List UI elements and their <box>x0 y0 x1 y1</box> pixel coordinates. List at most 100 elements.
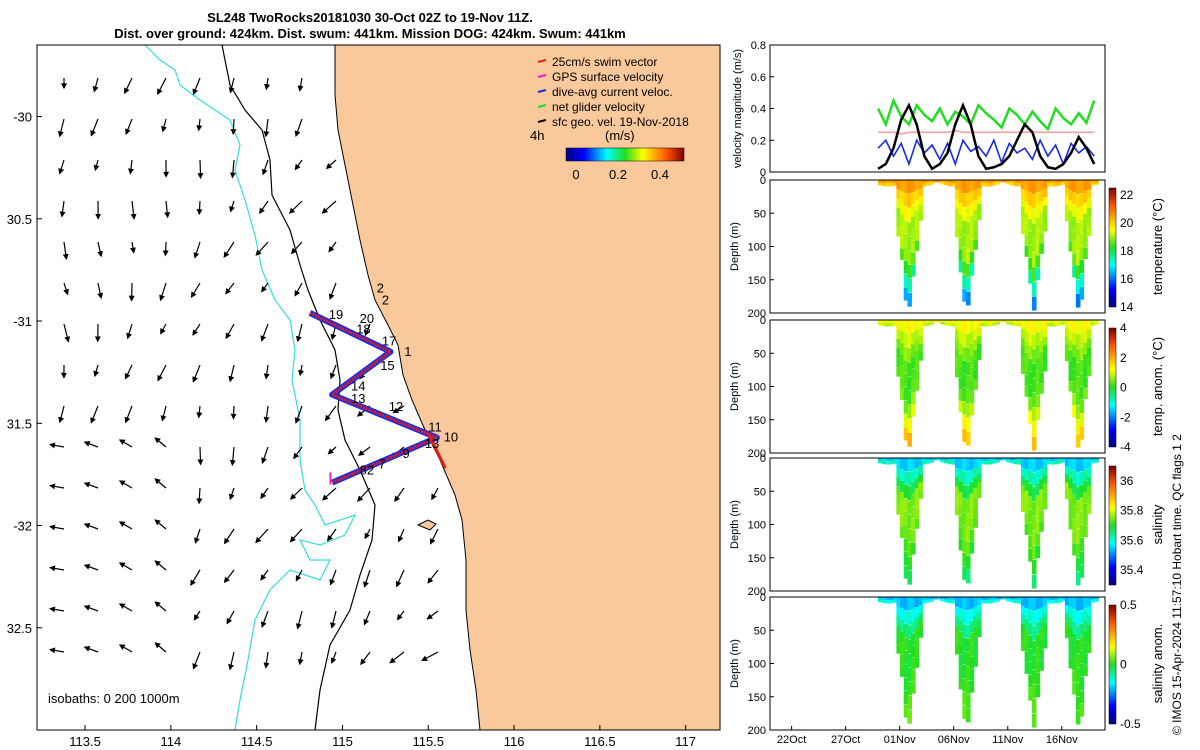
section-cell <box>1035 217 1041 230</box>
section-cell <box>914 320 920 331</box>
section-cell <box>1031 472 1037 487</box>
section-cell <box>954 505 960 516</box>
section-cell <box>911 645 916 658</box>
section-cell <box>1035 267 1041 281</box>
section-cell <box>1039 597 1044 608</box>
section-cell <box>954 329 960 340</box>
velocity-vector <box>194 528 201 544</box>
section-cell <box>1079 206 1085 220</box>
section-cell <box>1028 192 1033 206</box>
section-cell <box>1072 506 1077 519</box>
section-cell <box>911 344 916 357</box>
section-cell <box>984 182 989 187</box>
velocity-vector <box>196 118 203 132</box>
velocity-vector <box>255 241 269 256</box>
section-cell <box>900 331 905 343</box>
section-cell <box>1031 501 1037 516</box>
section-cell <box>965 403 971 418</box>
section-cell <box>1053 599 1059 604</box>
section-cell <box>1064 629 1070 639</box>
section-cell <box>900 619 905 632</box>
section-cell <box>892 599 898 603</box>
section-cell <box>1083 458 1088 470</box>
section-cell <box>1090 322 1096 326</box>
section-cell <box>903 610 909 624</box>
velocity-vector <box>228 487 235 501</box>
section-cell <box>1046 182 1052 187</box>
section-cell <box>911 621 916 634</box>
section-cell <box>903 565 909 579</box>
section-cell <box>907 458 912 472</box>
velocity-vector <box>260 610 269 628</box>
section-cell <box>914 478 920 489</box>
section-cell <box>1042 458 1048 467</box>
section-cell <box>1024 180 1030 191</box>
section-cell <box>965 417 971 432</box>
section-cell <box>969 517 975 530</box>
section-cell <box>969 680 975 693</box>
y-axis-label: Depth (m) <box>729 362 741 411</box>
section-cell <box>1031 194 1037 209</box>
section-cell <box>1075 543 1081 558</box>
section-cell <box>965 708 971 723</box>
velocity-vector <box>396 610 405 621</box>
section-cell <box>958 214 964 227</box>
velocity-vector <box>228 364 235 383</box>
section-cell <box>1086 217 1092 227</box>
section-cell <box>1086 357 1092 367</box>
section-cell <box>987 597 993 601</box>
track-label: 13 <box>425 436 439 451</box>
section-cell <box>969 481 975 494</box>
section-cell <box>944 180 949 184</box>
section-cell <box>1075 458 1081 472</box>
section-cell <box>1028 384 1033 398</box>
section-cell <box>911 494 916 507</box>
section-cell <box>918 605 923 614</box>
section-cell <box>892 182 898 186</box>
track-label: 18 <box>356 321 370 336</box>
velocity-vector <box>197 446 204 466</box>
x-tick-label: 06Nov <box>938 734 970 746</box>
section-cell <box>962 234 967 248</box>
section-cell <box>1094 181 1099 185</box>
velocity-vector <box>264 77 271 91</box>
section-cell <box>903 400 909 414</box>
velocity-vector <box>154 642 167 653</box>
section-cell <box>944 182 949 186</box>
section-cell <box>1028 371 1033 385</box>
section-cell <box>911 368 916 381</box>
section-cell <box>1086 347 1092 358</box>
section-cell <box>1072 543 1077 556</box>
section-cell <box>918 336 923 345</box>
section-cell <box>1083 342 1088 354</box>
section-cell <box>1046 322 1052 327</box>
section-cell <box>1039 351 1044 363</box>
section-cell <box>907 597 912 611</box>
section-cell <box>918 597 923 606</box>
section-cell <box>958 458 964 470</box>
colorbar-tick-label: -0.5 <box>1120 717 1141 731</box>
section-cell <box>914 240 920 251</box>
section-cell <box>896 367 901 377</box>
section-cell <box>1068 597 1074 608</box>
section-cell <box>969 668 975 681</box>
colorbar-tick-label: 36 <box>1120 474 1134 488</box>
section-panel: 0 50 100 150 200 Depth (m) 0.5 0 -0.5 salinity an… <box>729 592 1165 737</box>
section-cell <box>1072 381 1077 394</box>
section-cell <box>1050 182 1055 187</box>
section-cell <box>969 541 975 554</box>
section-cell <box>995 597 1000 600</box>
side-note: © IMOS 15-Apr-2024 11:57:10 Hobart time.… <box>1170 434 1184 735</box>
section-cell <box>1046 458 1052 462</box>
section-cell <box>1024 320 1030 331</box>
section-cell <box>1061 181 1066 185</box>
section-background <box>770 320 1105 453</box>
section-cell <box>995 321 1000 325</box>
velocity-vector <box>93 159 100 172</box>
velocity-vector <box>294 405 303 424</box>
section-cell <box>962 261 967 275</box>
section-cell <box>1072 241 1077 254</box>
section-cell <box>1072 519 1077 532</box>
section-cell <box>1072 609 1077 622</box>
section-cell <box>1086 329 1092 339</box>
